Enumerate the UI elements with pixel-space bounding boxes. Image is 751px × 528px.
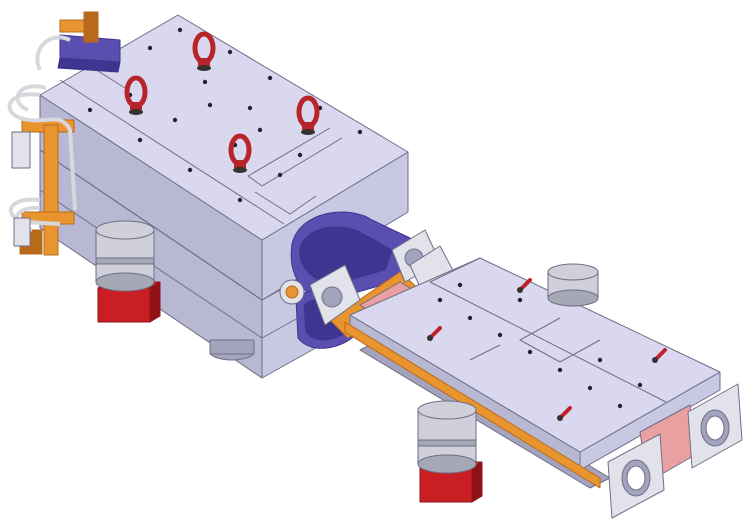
bolt-hole bbox=[467, 315, 473, 321]
bolt-hole bbox=[617, 403, 623, 409]
lever-2 bbox=[427, 326, 442, 341]
center-gear-fitting bbox=[279, 279, 305, 305]
bolt-hole bbox=[247, 105, 253, 111]
bolt-hole bbox=[357, 129, 363, 135]
left-support-column bbox=[95, 220, 161, 323]
bolt-hole bbox=[457, 282, 463, 288]
bolt-hole bbox=[557, 367, 563, 373]
left-flange-plates bbox=[11, 131, 31, 247]
bolt-hole bbox=[497, 332, 503, 338]
bolt-hole bbox=[257, 127, 263, 133]
bolt-hole bbox=[437, 297, 443, 303]
bolt-hole bbox=[297, 152, 303, 158]
bolt-hole bbox=[267, 75, 273, 81]
bolt-hole bbox=[202, 79, 208, 85]
bolt-hole bbox=[637, 382, 643, 388]
lever-4 bbox=[557, 406, 572, 421]
bolt-hole bbox=[87, 107, 93, 113]
lever-1 bbox=[517, 278, 532, 293]
bolt-hole bbox=[517, 297, 523, 303]
bolt-hole bbox=[227, 49, 233, 55]
lifting-eye-4 bbox=[228, 133, 252, 173]
bolt-hole bbox=[172, 117, 178, 123]
bolt-hole bbox=[187, 167, 193, 173]
bolt-hole bbox=[587, 385, 593, 391]
right-end-flanges bbox=[607, 383, 743, 519]
bolt-hole bbox=[147, 45, 153, 51]
slab-bolt-holes bbox=[437, 282, 643, 409]
lifting-eye-2 bbox=[124, 75, 148, 115]
lifting-eye-3 bbox=[296, 95, 320, 135]
bolt-hole bbox=[237, 197, 243, 203]
front-support-column bbox=[417, 400, 483, 503]
bolt-hole bbox=[277, 172, 283, 178]
bolt-hole bbox=[207, 102, 213, 108]
bolt-hole bbox=[137, 137, 143, 143]
rear-coil-end bbox=[57, 34, 121, 73]
flat-magnet-slab bbox=[344, 257, 721, 489]
lever-3 bbox=[652, 348, 667, 363]
lifting-eye-1 bbox=[192, 31, 216, 71]
bolt-hole bbox=[597, 357, 603, 363]
bolt-hole bbox=[527, 349, 533, 355]
bolt-hole bbox=[177, 27, 183, 33]
